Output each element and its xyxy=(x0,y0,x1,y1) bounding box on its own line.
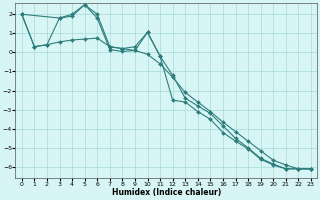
X-axis label: Humidex (Indice chaleur): Humidex (Indice chaleur) xyxy=(112,188,221,197)
